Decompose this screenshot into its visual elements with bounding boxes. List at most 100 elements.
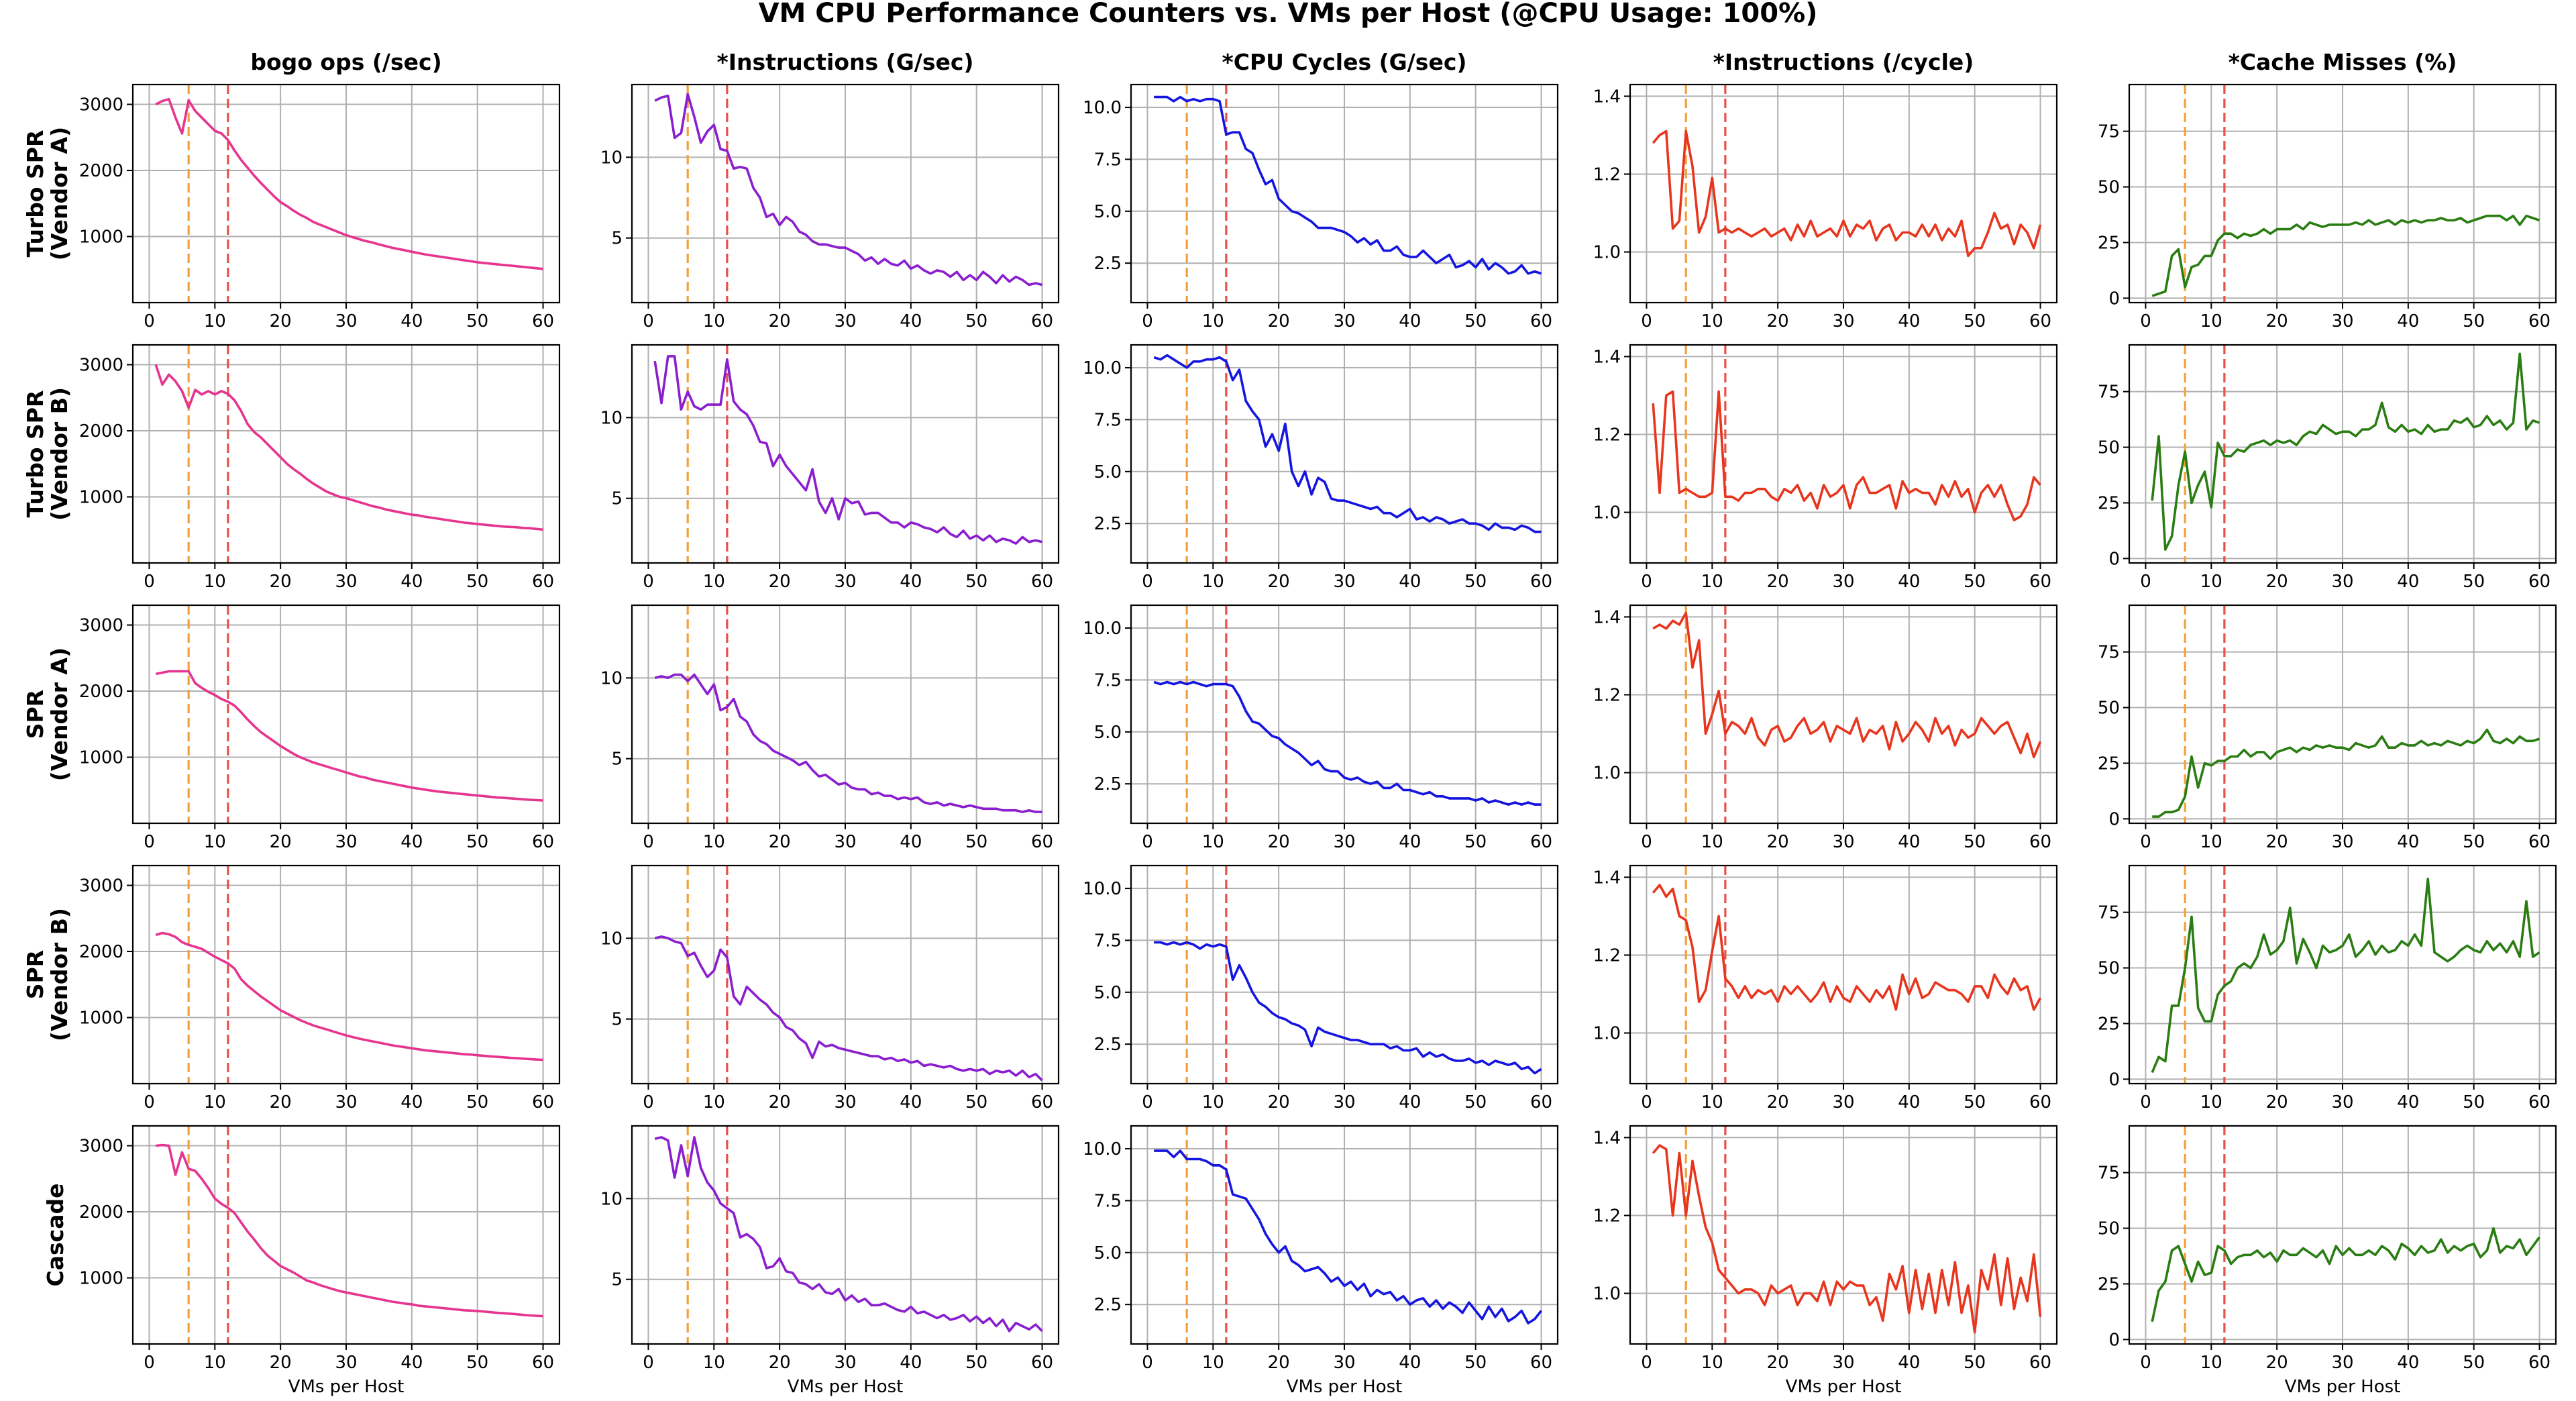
- x-tick-label: 0: [144, 1353, 155, 1373]
- y-tick-label: 75: [2098, 382, 2120, 403]
- y-tick-label: 1.4: [1593, 868, 1621, 888]
- series-line: [1652, 129, 2042, 258]
- y-tick-label: 2.5: [1094, 514, 1122, 534]
- y-tick-label: 1.2: [1593, 685, 1621, 705]
- x-tick-label: 60: [532, 832, 554, 852]
- y-tick-label: 0: [2108, 809, 2120, 829]
- x-tick-label: 10: [1701, 572, 1723, 592]
- x-tick-label: 60: [1530, 1092, 1552, 1112]
- row-label-line: (Vendor B): [46, 387, 72, 521]
- y-tick-label: 50: [2098, 698, 2120, 719]
- x-tick-label: 0: [643, 572, 654, 592]
- y-tick-label: 1000: [79, 748, 123, 768]
- x-tick-label: 40: [1898, 832, 1920, 852]
- x-tick-label: 20: [1767, 1353, 1789, 1373]
- y-tick-label: 25: [2098, 754, 2120, 774]
- y-tick-label: 5: [611, 749, 623, 770]
- x-tick-label: 30: [1832, 311, 1854, 331]
- x-tick-label: 0: [144, 1092, 155, 1112]
- x-tick-label: 0: [1641, 832, 1652, 852]
- x-tick-label: 20: [1268, 572, 1290, 592]
- y-tick-label: 50: [2098, 1219, 2120, 1239]
- row-label-line: Turbo SPR: [22, 130, 48, 258]
- x-tick-label: 60: [1530, 572, 1552, 592]
- x-tick-label: 40: [400, 572, 423, 592]
- panel-r1-c1: 0 10 20 30 40 50 60 1000 2000 3000: [79, 83, 561, 331]
- x-tick-label: 50: [1464, 1353, 1487, 1373]
- y-tick-label: 7.5: [1094, 1191, 1122, 1211]
- x-tick-label: 60: [1031, 311, 1053, 331]
- x-tick-label: 0: [1142, 1353, 1153, 1373]
- x-tick-label: 10: [703, 572, 725, 592]
- x-tick-label: 30: [2331, 311, 2353, 331]
- x-tick-label: 60: [532, 311, 554, 331]
- x-tick-label: 50: [1964, 1092, 1986, 1112]
- x-tick-label: 0: [1641, 572, 1652, 592]
- y-tick-label: 1.4: [1593, 347, 1621, 367]
- row-label-line: SPR: [22, 690, 48, 739]
- x-tick-label: 40: [400, 832, 423, 852]
- panel-r3-c4: 0 10 20 30 40 50 60 1.0 1.2 1.4: [1593, 604, 2058, 852]
- y-tick-label: 5.0: [1094, 202, 1122, 222]
- x-tick-label: 20: [270, 832, 292, 852]
- x-tick-label: 20: [2266, 832, 2288, 852]
- y-tick-label: 0: [2108, 1330, 2120, 1350]
- x-tick-label: 30: [1333, 1353, 1355, 1373]
- x-tick-label: 20: [769, 1092, 791, 1112]
- x-axis-label: VMs per Host: [288, 1377, 405, 1397]
- x-tick-label: 30: [335, 1353, 357, 1373]
- y-tick-label: 2000: [79, 161, 123, 181]
- row-label-line: (Vendor B): [46, 908, 72, 1041]
- y-tick-label: 7.5: [1094, 410, 1122, 430]
- x-tick-label: 20: [1767, 1092, 1789, 1112]
- column-title: *Instructions (/cycle): [1713, 49, 1974, 75]
- panel-r1-c4: 0 10 20 30 40 50 60 1.0 1.2 1.4: [1593, 83, 2058, 331]
- x-tick-label: 0: [144, 832, 155, 852]
- panel-r5-c3: 0 10 20 30 40 50 60 2.5 5.0 7.5 10.0 VMs per Host: [1083, 1125, 1559, 1397]
- x-tick-label: 30: [1832, 1353, 1854, 1373]
- x-tick-label: 60: [2528, 1353, 2551, 1373]
- y-tick-label: 5: [611, 1270, 623, 1290]
- series-line: [1652, 390, 2041, 521]
- row-label-line: (Vendor A): [46, 127, 72, 260]
- row-label: Turbo SPR(Vendor A): [22, 127, 72, 260]
- x-tick-label: 50: [2463, 1353, 2485, 1373]
- x-tick-label: 30: [2331, 832, 2353, 852]
- x-tick-label: 20: [769, 572, 791, 592]
- y-tick-label: 10: [600, 668, 623, 688]
- y-tick-label: 1.0: [1593, 243, 1621, 263]
- x-tick-label: 20: [270, 311, 292, 331]
- panel-r1-c5: 0 10 20 30 40 50 60 0 25 50 75: [2098, 83, 2557, 331]
- y-tick-label: 25: [2098, 233, 2120, 253]
- x-tick-label: 40: [400, 1353, 423, 1373]
- x-tick-label: 20: [1767, 311, 1789, 331]
- y-tick-label: 10.0: [1083, 1139, 1122, 1159]
- y-tick-label: 50: [2098, 959, 2120, 979]
- y-tick-label: 75: [2098, 122, 2120, 142]
- x-tick-label: 10: [703, 311, 725, 331]
- series-line: [155, 97, 543, 270]
- series-line: [653, 355, 1042, 545]
- y-tick-label: 2.5: [1094, 774, 1122, 794]
- y-tick-label: 1000: [79, 1008, 123, 1029]
- x-tick-label: 10: [1701, 1353, 1723, 1373]
- y-tick-label: 3000: [79, 356, 123, 376]
- x-tick-label: 60: [2029, 1092, 2051, 1112]
- x-tick-label: 50: [965, 311, 987, 331]
- x-tick-label: 10: [1202, 572, 1224, 592]
- y-tick-label: 2.5: [1094, 254, 1122, 274]
- y-tick-label: 75: [2098, 903, 2120, 923]
- x-tick-label: 0: [643, 1092, 654, 1112]
- y-tick-label: 25: [2098, 493, 2120, 513]
- series-line: [156, 1143, 543, 1318]
- x-tick-label: 20: [1268, 311, 1290, 331]
- y-tick-label: 1.4: [1593, 607, 1621, 627]
- y-tick-label: 2.5: [1094, 1295, 1122, 1315]
- panel-r4-c5: 0 10 20 30 40 50 60 0 25 50 75: [2098, 864, 2557, 1112]
- panel-r5-c5: 0 10 20 30 40 50 60 0 25 50 75 VMs per Host: [2098, 1125, 2557, 1397]
- x-tick-label: 0: [1142, 1092, 1153, 1112]
- x-tick-label: 50: [1964, 832, 1986, 852]
- series-line: [2151, 1227, 2540, 1322]
- x-tick-label: 20: [2266, 572, 2288, 592]
- y-tick-label: 10.0: [1083, 98, 1122, 118]
